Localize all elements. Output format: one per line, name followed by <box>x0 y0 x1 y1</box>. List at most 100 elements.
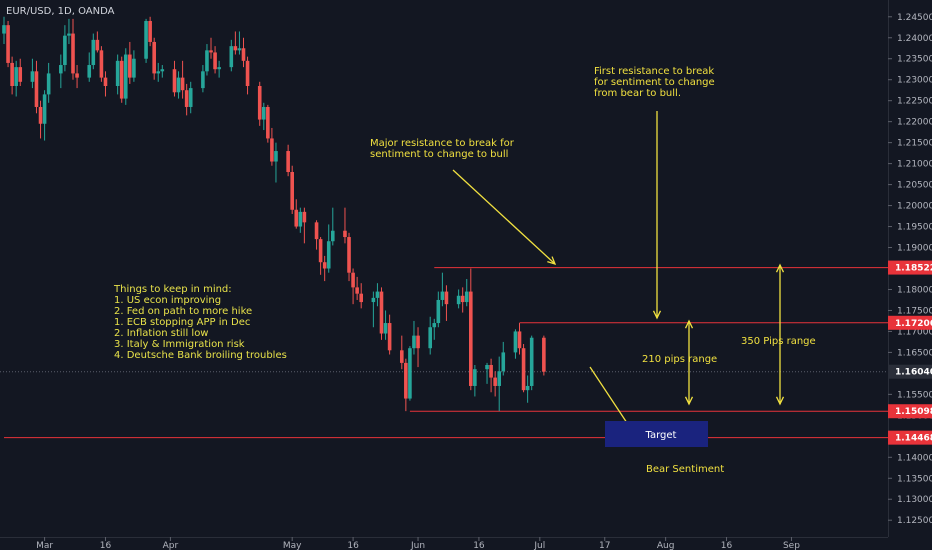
candle-body <box>241 48 246 61</box>
x-tick-label: Mar <box>36 541 53 550</box>
y-tick-label: 1.15500 <box>897 390 932 400</box>
y-axis-panel <box>888 0 932 550</box>
y-tick-label: 1.12500 <box>897 516 932 526</box>
candle-body <box>290 172 294 210</box>
target-box <box>605 421 708 447</box>
arrow-major-resistance <box>452 169 556 265</box>
candle-body <box>428 327 433 349</box>
candle-body <box>326 241 331 269</box>
level-price-label: 1.17206 <box>895 319 932 329</box>
candle-body <box>501 352 506 372</box>
arrow-major-resistance-head <box>547 256 557 266</box>
level-price-label: 1.14468 <box>895 434 932 444</box>
candle-body <box>148 20 152 42</box>
candle-body <box>172 69 177 93</box>
candle-body <box>176 77 181 93</box>
y-tick-label: 1.23500 <box>897 55 932 65</box>
y-tick-label: 1.20000 <box>897 202 932 212</box>
y-tick-label: 1.19000 <box>897 244 932 254</box>
candle-body <box>322 262 327 269</box>
candle-body <box>347 237 351 273</box>
candle-body <box>213 52 217 70</box>
candle-body <box>233 46 238 51</box>
candle-body <box>46 73 51 95</box>
candle-body <box>399 350 404 363</box>
candle-body <box>209 50 213 53</box>
candle-body <box>34 71 39 107</box>
candle-body <box>201 71 205 89</box>
current-price-label: 1.16040 <box>895 368 932 378</box>
y-tick-label: 1.14000 <box>897 453 932 463</box>
level-price-badge <box>888 260 932 275</box>
candle-body <box>351 272 355 288</box>
arrow-210-range-head <box>684 396 694 406</box>
candle-body <box>408 348 412 399</box>
target-label: Target <box>645 430 677 441</box>
arrow-first-resistance-head <box>652 310 662 320</box>
candle-body <box>355 287 359 294</box>
candle-body <box>513 331 518 353</box>
level-price-badge <box>888 315 932 330</box>
candle-body <box>245 60 250 87</box>
x-axis-panel <box>0 537 932 550</box>
candle-body <box>67 33 71 36</box>
chart-title: EUR/USD, 1D, OANDA <box>6 6 115 17</box>
candle-body <box>217 67 221 70</box>
candle-body <box>38 106 43 124</box>
candle-body <box>517 331 522 349</box>
candle-body <box>456 295 461 305</box>
candle-body <box>379 291 384 334</box>
candle-body <box>30 71 35 82</box>
candle-body <box>10 62 14 87</box>
x-tick-label: Jul <box>533 541 545 550</box>
candle-body <box>375 291 380 298</box>
level-price-badge <box>888 430 932 445</box>
candle-body <box>489 364 493 378</box>
annotation-210-pips: 210 pips range <box>642 354 717 365</box>
annotation-layer: Major resistance to break for sentiment t… <box>113 66 816 475</box>
candle-body <box>257 86 262 120</box>
x-tick-label: Sep <box>783 541 800 550</box>
candle-body <box>144 20 148 59</box>
candle-body <box>2 25 6 34</box>
candle-body <box>298 211 303 227</box>
candle-body <box>42 94 47 124</box>
y-tick-label: 1.22500 <box>897 97 932 107</box>
candle-body <box>473 369 477 386</box>
y-tick-label: 1.17000 <box>897 327 932 337</box>
candle-body <box>237 48 242 51</box>
candle-body <box>383 323 388 334</box>
candle-body <box>266 106 270 139</box>
annotation-first-resistance: First resistance to break for sentiment t… <box>594 66 715 99</box>
candle-body <box>99 50 104 78</box>
y-tick-label: 1.20500 <box>897 181 932 191</box>
x-tick-label: May <box>283 541 302 550</box>
candle-body <box>485 364 489 370</box>
candle-body <box>274 151 278 162</box>
candle-body <box>314 222 319 240</box>
candle-body <box>416 335 420 349</box>
x-axis: Mar 16 Apr May 16 Jun 16 Jul 17 Aug 16 Sep <box>0 537 932 550</box>
notes-block: Things to keep in mind: 1. US econ improv… <box>113 284 287 361</box>
candle-body <box>330 230 335 242</box>
candle-body <box>464 291 469 303</box>
candle-body <box>160 69 165 72</box>
candle-body <box>542 337 546 372</box>
y-tick-label: 1.17500 <box>897 306 932 316</box>
y-tick-label: 1.21500 <box>897 139 932 149</box>
candle-body <box>497 371 502 386</box>
arrow-350-range-head <box>775 263 785 273</box>
y-tick-label: 1.24500 <box>897 13 932 23</box>
y-tick-label: 1.18000 <box>897 285 932 295</box>
candle-body <box>444 291 449 305</box>
annotation-350-pips: 350 Pips range <box>741 336 816 347</box>
candle-body <box>521 348 526 391</box>
candle-body <box>156 71 161 74</box>
y-axis: 1.24500 1.24000 1.23500 1.23000 1.22500 1.220… <box>888 0 932 550</box>
candle-body <box>318 239 323 263</box>
candle-body <box>436 299 441 324</box>
candle-body <box>387 323 392 351</box>
candle-body <box>6 25 10 63</box>
